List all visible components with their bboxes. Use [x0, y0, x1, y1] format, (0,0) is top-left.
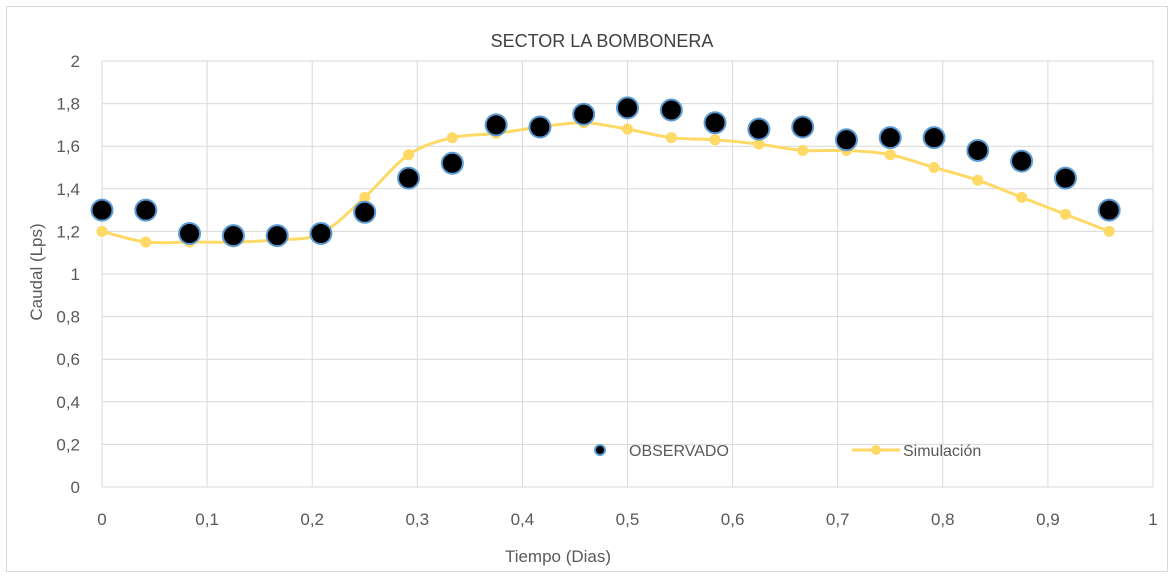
point-observado	[178, 222, 202, 246]
point-simulacion	[1016, 191, 1028, 203]
x-tick-label: 0	[97, 510, 106, 529]
point-observado	[484, 113, 508, 137]
y-axis-label: Caudal (Lps)	[27, 223, 46, 320]
x-axis-label: Tiempo (Dias)	[505, 547, 611, 566]
y-tick-label: 0,4	[56, 393, 80, 412]
legend-label-observado: OBSERVADO	[629, 443, 729, 460]
x-tick-label: 1	[1148, 510, 1157, 529]
point-observado	[703, 111, 727, 135]
point-simulacion	[884, 149, 896, 161]
y-tick-label: 0	[71, 478, 80, 497]
point-simulacion	[1059, 208, 1071, 220]
point-observado	[221, 224, 245, 248]
point-observado	[90, 198, 114, 222]
point-observado	[834, 128, 858, 152]
point-observado	[922, 126, 946, 150]
point-observado	[1097, 198, 1121, 222]
point-simulacion	[665, 132, 677, 144]
point-observado	[659, 98, 683, 122]
point-simulacion	[928, 162, 940, 173]
point-observado	[353, 200, 377, 224]
x-tick-label: 0,2	[300, 510, 324, 529]
point-simulacion	[753, 138, 765, 150]
point-observado	[134, 198, 158, 222]
y-tick-label: 1	[71, 265, 80, 284]
point-observado	[265, 224, 289, 248]
x-tick-label: 0,4	[511, 510, 535, 529]
point-observado	[528, 115, 552, 139]
y-tick-label: 1,2	[56, 222, 80, 241]
point-simulacion	[403, 149, 415, 161]
x-tick-label: 0,1	[195, 510, 219, 529]
point-simulacion	[622, 123, 633, 135]
point-observado	[309, 222, 333, 246]
y-tick-label: 0,6	[56, 350, 80, 369]
chart-title: SECTOR LA BOMBONERA	[491, 31, 714, 51]
y-tick-label: 2	[71, 52, 80, 71]
point-observado	[791, 115, 815, 139]
point-simulacion	[140, 236, 152, 248]
y-tick-label: 0,8	[56, 308, 80, 327]
point-observado	[966, 138, 990, 162]
x-tick-label: 0,9	[1036, 510, 1060, 529]
legend-marker-observado	[594, 444, 606, 456]
tick-labels: 0 0,2 0,4 0,6 0,8 1 1,2 1,4 1,6 1,8 2 0 0,1 0,2 0,3 0,4…	[56, 52, 1157, 529]
plot-series	[90, 96, 1121, 248]
legend: OBSERVADO Simulación	[594, 443, 981, 460]
chart-area	[6, 6, 1168, 572]
point-observado	[397, 166, 421, 190]
point-simulacion	[96, 225, 108, 237]
x-tick-label: 0,6	[721, 510, 745, 529]
y-tick-label: 1,4	[56, 180, 80, 199]
point-simulacion	[972, 174, 984, 186]
x-tick-label: 0,7	[826, 510, 850, 529]
point-observado	[878, 126, 902, 150]
point-observado	[572, 102, 596, 126]
point-observado	[440, 151, 464, 175]
series-line-simulacion	[101, 121, 1110, 245]
point-simulacion	[359, 191, 371, 203]
y-tick-label: 1,6	[56, 137, 80, 156]
point-observado	[1010, 149, 1034, 173]
point-simulacion	[797, 144, 809, 156]
point-simulacion	[709, 134, 721, 146]
y-tick-label: 0,2	[56, 435, 80, 454]
y-tick-label: 1,8	[56, 95, 80, 114]
point-observado	[616, 96, 639, 120]
legend-label-simulacion: Simulación	[903, 443, 981, 460]
x-tick-label: 0,3	[405, 510, 429, 529]
point-simulacion	[1103, 225, 1115, 237]
x-tick-label: 0,5	[616, 510, 640, 529]
x-tick-label: 0,8	[931, 510, 955, 529]
legend-marker-simulacion	[871, 445, 881, 455]
point-observado	[1053, 166, 1077, 190]
point-simulacion	[446, 132, 458, 144]
point-observado	[747, 117, 771, 141]
